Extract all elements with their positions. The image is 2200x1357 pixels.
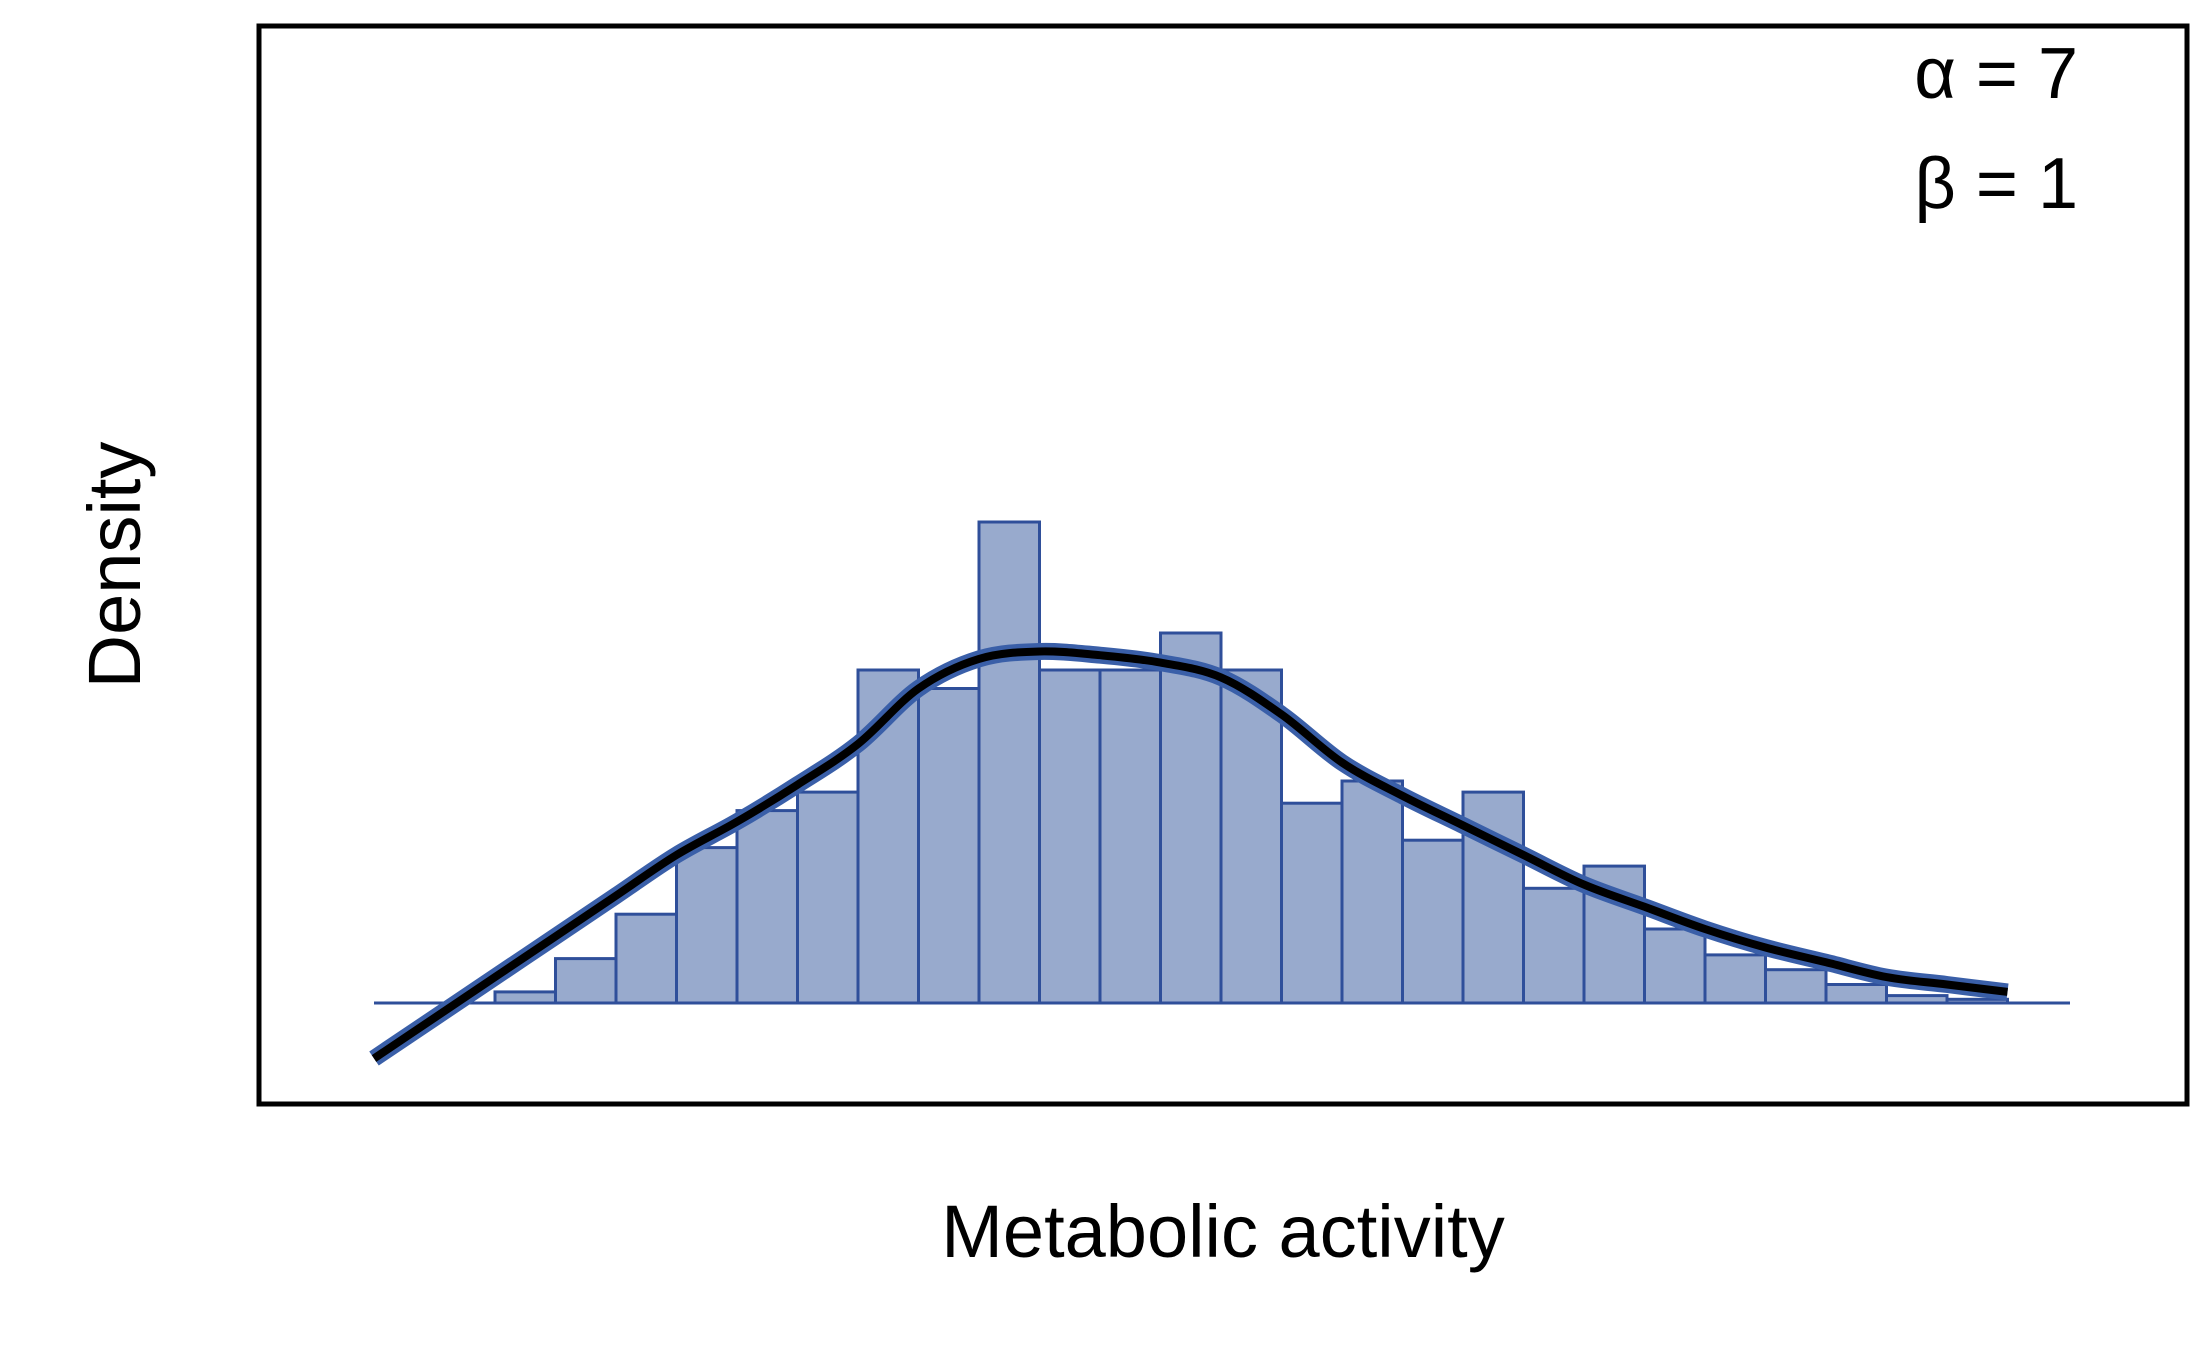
histogram-bar — [735, 809, 799, 1005]
histogram-bar — [796, 790, 860, 1005]
histogram-bar — [554, 957, 618, 1005]
beta-annotation: β = 1 — [1914, 144, 2078, 224]
histogram-bar — [1703, 953, 1767, 1005]
y-axis-label: Density — [73, 442, 156, 689]
alpha-annotation: α = 7 — [1914, 34, 2078, 114]
histogram-bars — [374, 520, 2070, 1005]
histogram-bar — [917, 687, 981, 1005]
histogram-bar — [1280, 801, 1344, 1005]
histogram-bar — [1098, 668, 1162, 1005]
histogram-bar — [1885, 994, 1949, 1005]
histogram-bar — [675, 846, 739, 1005]
x-axis-label: Metabolic activity — [941, 1190, 1504, 1273]
histogram-bar — [614, 912, 678, 1005]
histogram-bar — [1522, 886, 1586, 1005]
density-curve — [371, 647, 2008, 1062]
histogram-bar — [1219, 668, 1283, 1005]
histogram-bar — [1038, 668, 1102, 1005]
histogram-bar — [1643, 927, 1707, 1005]
histogram-bar — [1401, 838, 1465, 1005]
plot-frame — [256, 23, 2190, 1107]
histogram-bar — [1764, 968, 1828, 1005]
histogram-bar — [1159, 631, 1223, 1005]
density-curve-group — [369, 642, 2009, 1066]
histogram-bar — [1340, 779, 1404, 1005]
histogram-bar — [1945, 997, 2009, 1005]
histogram-bar — [1824, 983, 1888, 1005]
histogram-bar — [493, 990, 557, 1005]
histogram-bar — [977, 520, 1041, 1005]
